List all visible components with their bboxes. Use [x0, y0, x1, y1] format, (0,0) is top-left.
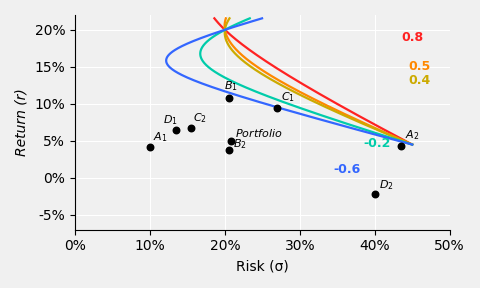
Text: $B_{1}$: $B_{1}$ [224, 80, 238, 94]
Y-axis label: Return (r): Return (r) [15, 88, 29, 156]
Text: 0.4: 0.4 [408, 74, 431, 87]
Text: 0.8: 0.8 [401, 31, 423, 44]
Point [146, 145, 154, 149]
Text: 0.5: 0.5 [408, 60, 431, 73]
Text: -0.6: -0.6 [334, 162, 361, 175]
Text: $C_{2}$: $C_{2}$ [192, 111, 206, 125]
Point [225, 96, 232, 100]
Point [172, 128, 180, 132]
Point [225, 148, 232, 153]
Text: $\it{Portfolio}$: $\it{Portfolio}$ [235, 127, 283, 139]
Text: $D_{1}$: $D_{1}$ [163, 113, 178, 127]
X-axis label: Risk (σ): Risk (σ) [236, 259, 289, 273]
Text: $B_{2}$: $B_{2}$ [233, 137, 247, 151]
Text: $A_{1}$: $A_{1}$ [153, 130, 168, 144]
Text: $A_{2}$: $A_{2}$ [406, 128, 420, 142]
Point [274, 105, 281, 110]
Point [187, 126, 195, 130]
Text: -0.2: -0.2 [363, 137, 391, 150]
Point [227, 139, 235, 143]
Point [371, 192, 379, 196]
Text: $C_{1}$: $C_{1}$ [281, 90, 295, 104]
Text: $D_{2}$: $D_{2}$ [379, 178, 394, 192]
Point [397, 144, 405, 148]
